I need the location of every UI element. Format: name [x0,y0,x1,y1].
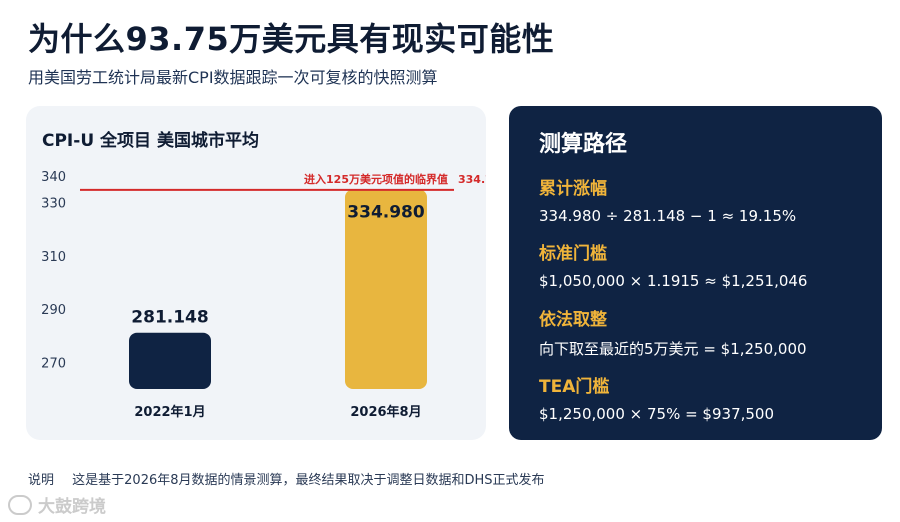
category-label: 2022年1月 [134,404,205,420]
cpi-bar-chart: 270 290 310 330 340 281.148 2022年1月 334.980 2026… [41,170,486,420]
footnote: 说明 这是基于2026年8月数据的情景测算，最终结果取决于调整日数据和DHS正式… [28,469,545,488]
y-tick-label: 330 [41,197,66,212]
watermark-logo-icon [8,494,32,515]
footnote-text: 这是基于2026年8月数据的情景测算，最终结果取决于调整日数据和DHS正式发布 [72,473,545,488]
step-tea-threshold: TEA门槛 $1,250,000 × 75% = $937,500 [539,372,774,423]
category-label: 2026年8月 [350,404,421,420]
bar-value-label: 281.148 [131,308,208,328]
panel-title: 测算路径 [539,132,628,157]
step-label: 依法取整 [539,310,607,330]
page-subtitle: 用美国劳工统计局最新CPI数据跟踪一次可复核的快照测算 [28,68,438,87]
y-tick-label: 310 [41,250,66,265]
step-label: 标准门槛 [539,244,607,264]
y-tick-label: 270 [41,356,66,371]
step-formula: 334.980 ÷ 281.148 − 1 ≈ 19.15% [539,207,797,225]
step-label: TEA门槛 [539,377,610,397]
step-rounding: 依法取整 向下取至最近的5万美元 = $1,250,000 [539,305,807,359]
page-title: 为什么93.75万美元具有现实可能性 [28,20,555,58]
step-formula: $1,050,000 × 1.1915 ≈ $1,251,046 [539,272,808,290]
bar-value-label: 334.980 [347,202,425,222]
watermark: 大鼓跨境 [8,492,106,517]
y-tick-label: 340 [41,170,66,185]
calculation-panel: 测算路径 累计涨幅 334.980 ÷ 281.148 − 1 ≈ 19.15%… [509,106,882,440]
y-tick-label: 290 [41,303,66,318]
step-formula: 向下取至最近的5万美元 = $1,250,000 [539,340,807,358]
step-standard-threshold: 标准门槛 $1,050,000 × 1.1915 ≈ $1,251,046 [539,239,807,290]
bar [129,332,211,389]
chart-title: CPI-U 全项目 美国城市平均 [42,131,259,151]
step-formula: $1,250,000 × 75% = $937,500 [539,405,775,423]
step-cumulative-increase: 累计涨幅 334.980 ÷ 281.148 − 1 ≈ 19.15% [539,174,796,225]
threshold-label: 进入125万美元项值的临界值 [304,172,448,186]
threshold-value-label: 334.780 [458,173,486,186]
watermark-text: 大鼓跨境 [38,497,106,517]
chart-card: CPI-U 全项目 美国城市平均 270 290 310 330 340 281.148 2… [26,106,486,440]
footnote-label: 说明 [28,473,55,488]
bar [345,189,427,389]
step-label: 累计涨幅 [539,179,607,199]
